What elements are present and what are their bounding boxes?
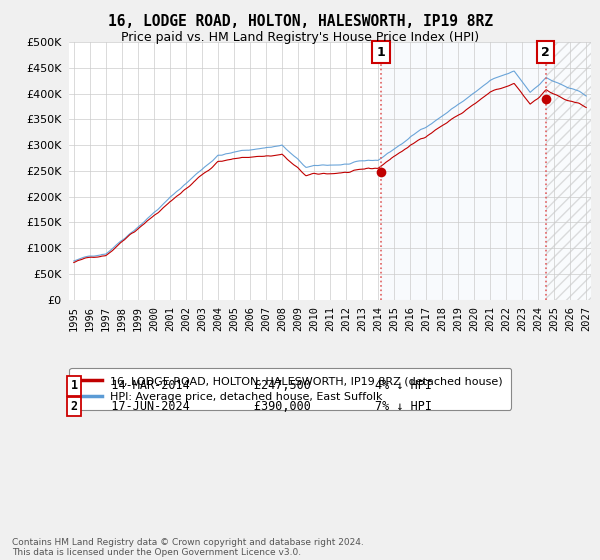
Bar [545,42,594,300]
Text: Price paid vs. HM Land Registry's House Price Index (HPI): Price paid vs. HM Land Registry's House … [121,31,479,44]
Text: 14-MAR-2014         £247,500         4% ↓ HPI: 14-MAR-2014 £247,500 4% ↓ HPI [90,379,432,393]
Legend: 16, LODGE ROAD, HOLTON, HALESWORTH, IP19 8RZ (detached house), HPI: Average pric: 16, LODGE ROAD, HOLTON, HALESWORTH, IP19… [70,368,511,409]
Bar [545,42,594,300]
Text: 16, LODGE ROAD, HOLTON, HALESWORTH, IP19 8RZ: 16, LODGE ROAD, HOLTON, HALESWORTH, IP19… [107,14,493,29]
Text: Contains HM Land Registry data © Crown copyright and database right 2024.
This d: Contains HM Land Registry data © Crown c… [12,538,364,557]
Text: 1: 1 [377,46,386,59]
Text: 1: 1 [71,379,78,393]
Text: 17-JUN-2024         £390,000         7% ↓ HPI: 17-JUN-2024 £390,000 7% ↓ HPI [90,400,432,413]
Text: 2: 2 [71,400,78,413]
Bar [381,42,545,300]
Text: 2: 2 [541,46,550,59]
